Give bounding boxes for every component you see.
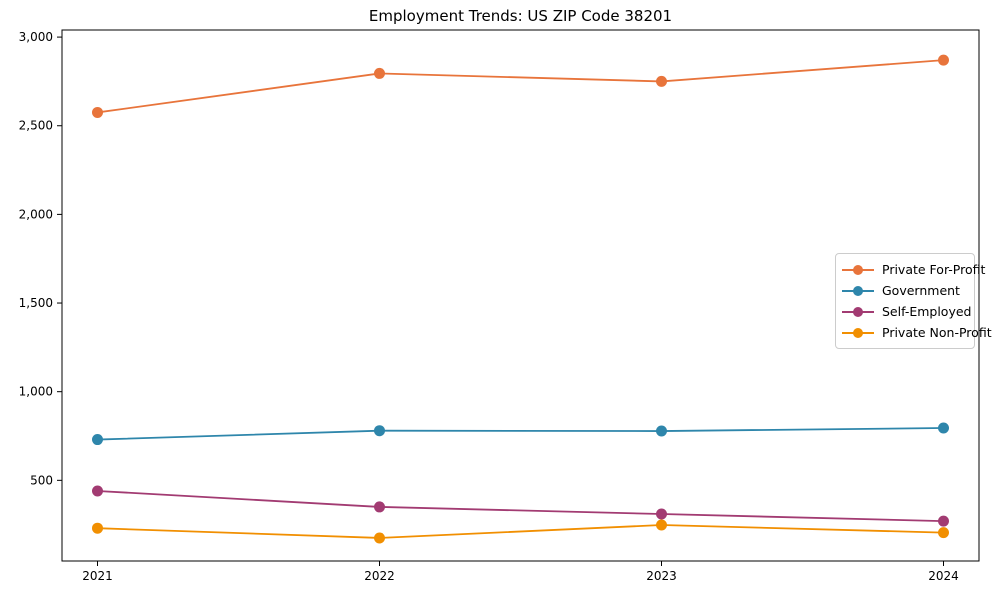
data-point[interactable] [656, 519, 667, 531]
data-point[interactable] [374, 532, 385, 544]
legend-item-private-for-profit[interactable]: Private For-Profit [842, 259, 985, 280]
series-private-for-profit [92, 54, 949, 118]
data-point[interactable] [92, 522, 103, 534]
plot-frame [61, 29, 980, 562]
x-axis-tick-label: 2024 [928, 569, 959, 583]
data-point[interactable] [938, 515, 949, 527]
data-point[interactable] [92, 106, 103, 118]
legend-marker-icon [842, 285, 874, 296]
x-axis-tick-label: 2022 [364, 569, 395, 583]
x-axis-tick-label: 2021 [82, 569, 113, 583]
y-axis-tick-label: 500 [30, 473, 53, 487]
legend-marker-icon [842, 264, 874, 275]
data-point[interactable] [374, 501, 385, 513]
series-private-non-profit [92, 519, 949, 544]
y-axis-tick-label: 3,000 [19, 30, 53, 44]
chart-title: Employment Trends: US ZIP Code 38201 [368, 7, 673, 25]
series-line [97, 427, 944, 441]
legend-label: Private For-Profit [882, 262, 986, 277]
x-axis-tick-label: 2023 [646, 569, 677, 583]
y-axis-tick-label: 2,000 [19, 207, 53, 221]
legend-label: Self-Employed [882, 304, 972, 319]
data-point[interactable] [656, 75, 667, 87]
data-point[interactable] [938, 527, 949, 539]
series-self-employed [92, 485, 949, 527]
data-point[interactable] [92, 434, 103, 446]
series-line [97, 524, 944, 539]
y-axis-tick-label: 1,500 [19, 296, 53, 310]
data-point[interactable] [656, 425, 667, 437]
data-point[interactable] [656, 508, 667, 520]
data-point[interactable] [374, 425, 385, 437]
series-government [92, 422, 949, 446]
data-point[interactable] [938, 54, 949, 66]
data-point[interactable] [92, 485, 103, 497]
legend-marker-icon [842, 306, 874, 317]
legend: Private For-Profit Government Self-Emplo… [835, 253, 992, 349]
data-point[interactable] [938, 422, 949, 434]
legend-item-government[interactable]: Government [842, 280, 968, 301]
legend-marker-icon [842, 327, 874, 338]
y-axis-tick-label: 2,500 [19, 119, 53, 133]
series-line [97, 59, 944, 114]
data-point[interactable] [374, 67, 385, 79]
y-axis-tick-label: 1,000 [19, 385, 53, 399]
legend-label: Government [882, 283, 960, 298]
legend-item-private-non-profit[interactable]: Private Non-Profit [842, 322, 992, 343]
legend-item-self-employed[interactable]: Self-Employed [842, 301, 972, 322]
series-line [97, 490, 944, 523]
legend-label: Private Non-Profit [882, 325, 992, 340]
